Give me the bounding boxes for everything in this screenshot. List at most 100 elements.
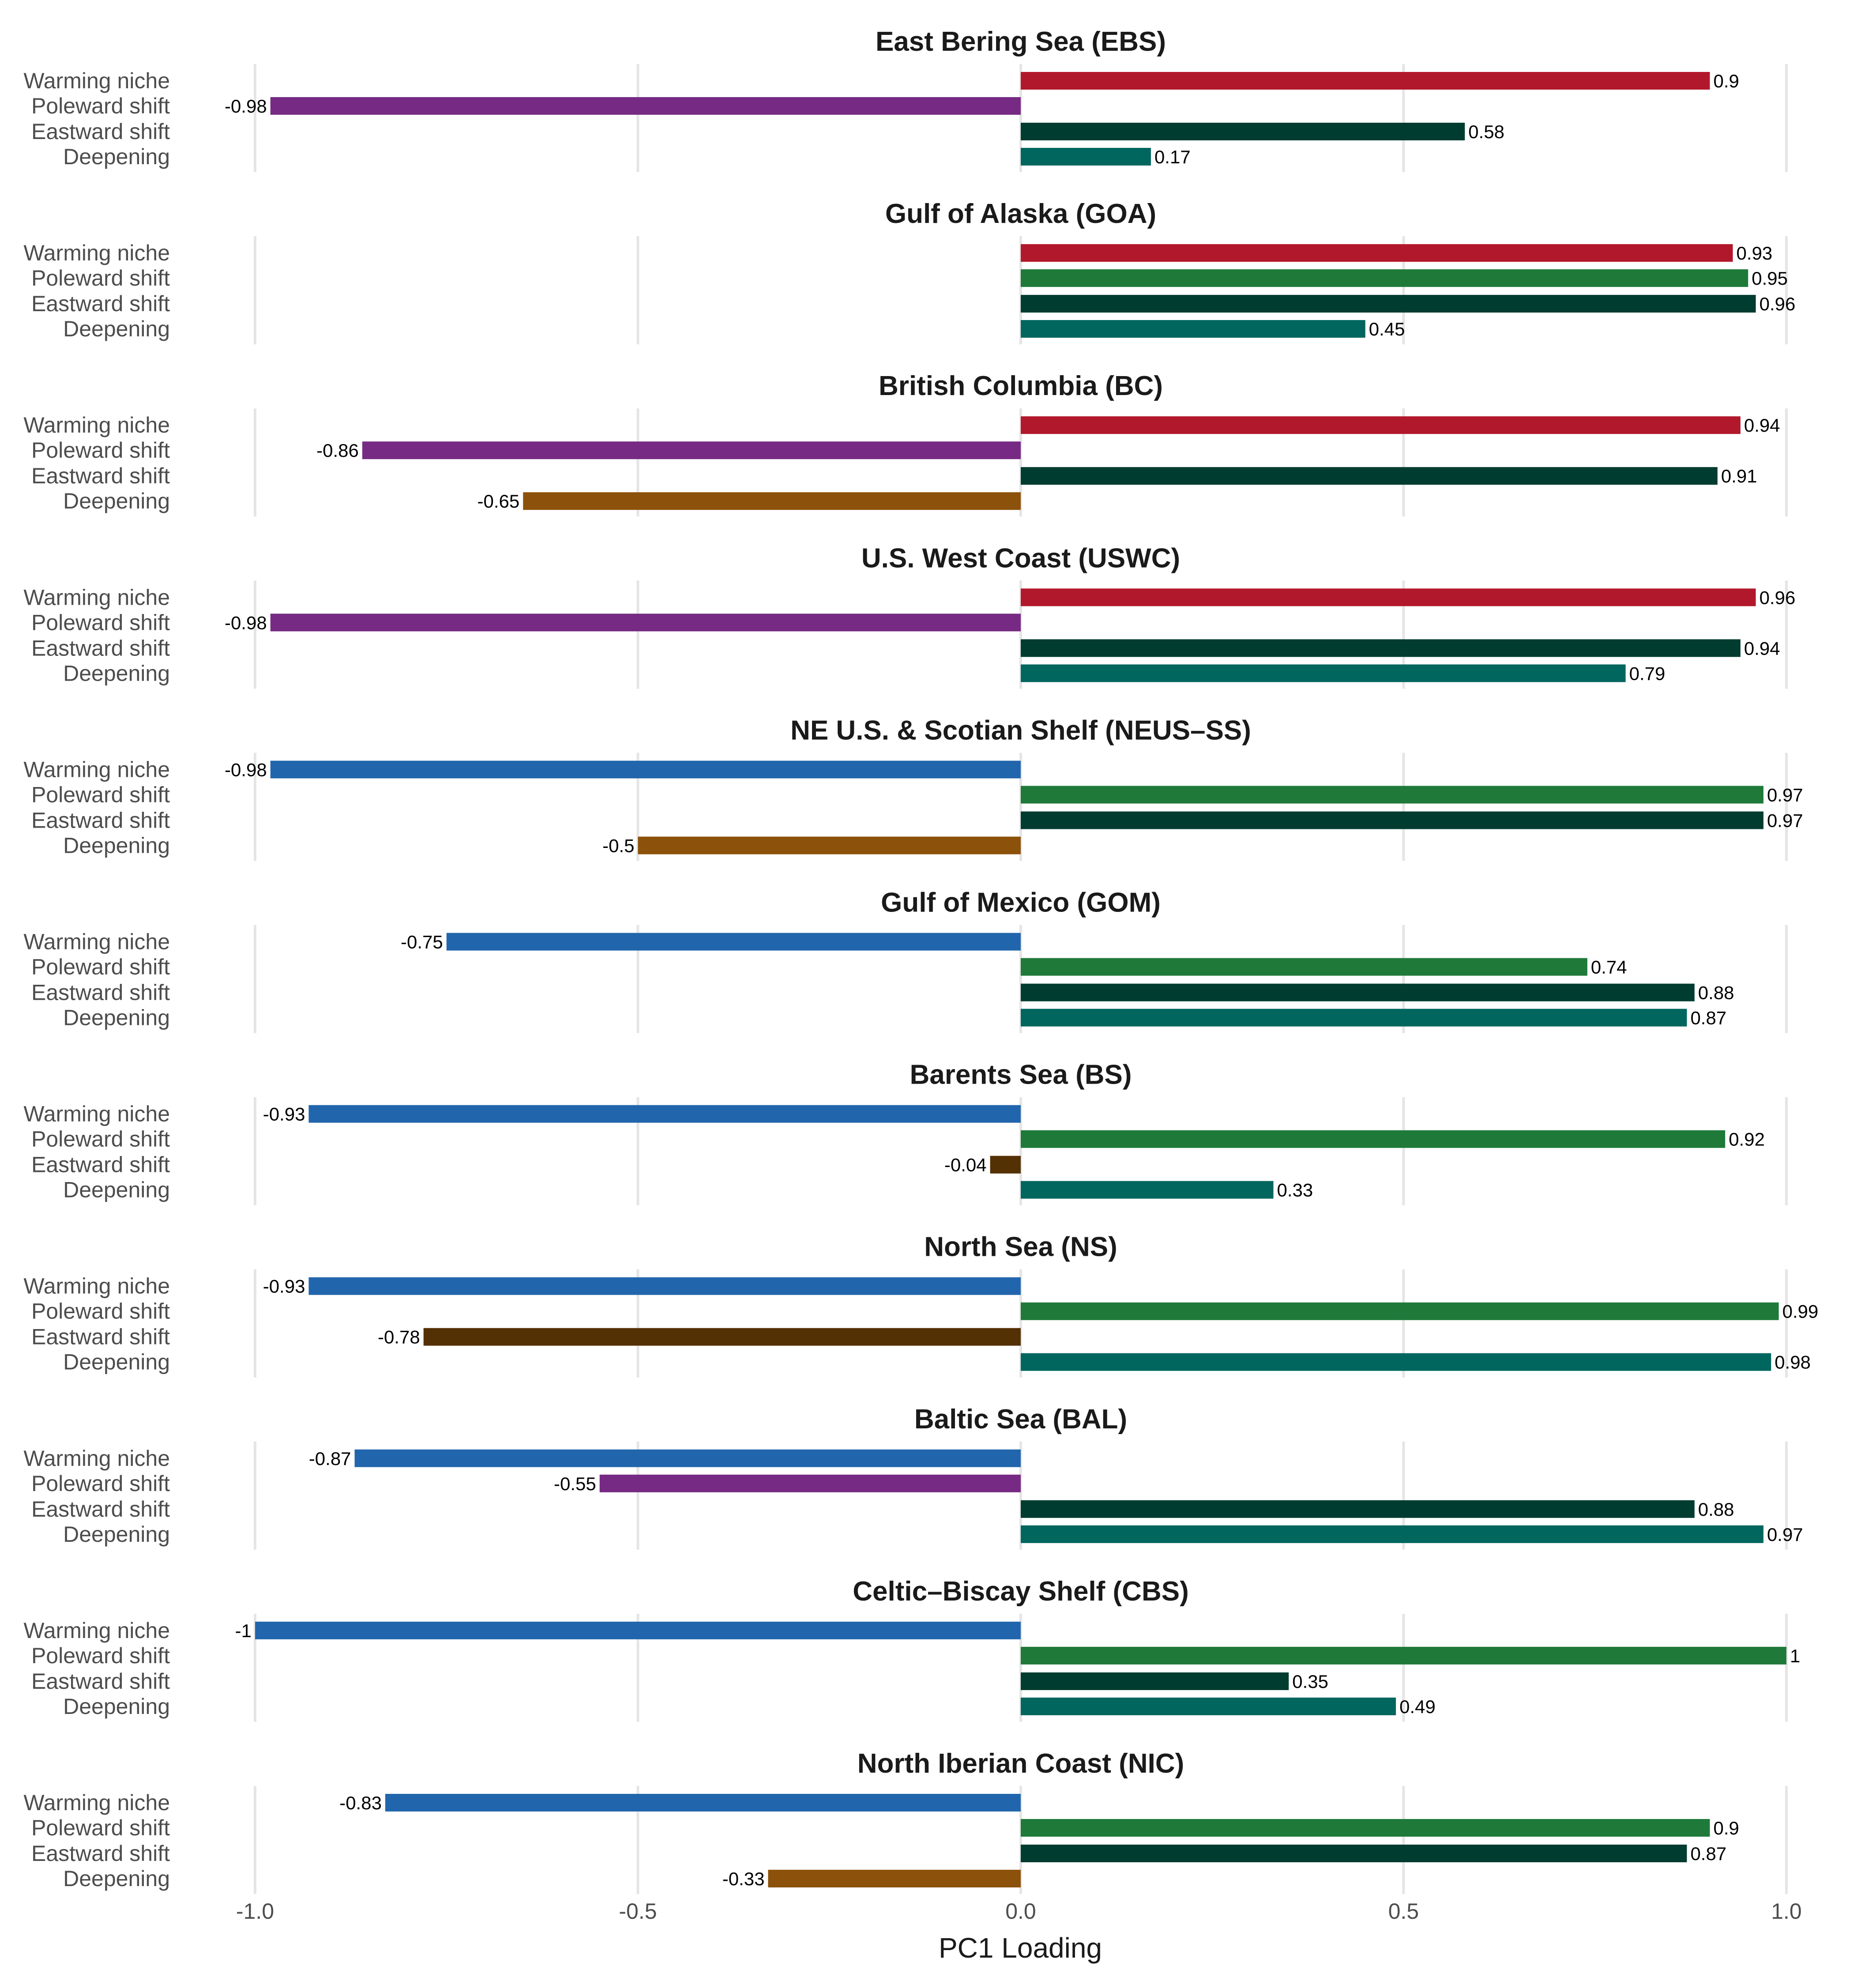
panel-title: Baltic Sea (BAL) — [914, 1404, 1127, 1435]
data-label: 0.35 — [1292, 1671, 1328, 1692]
category-label: Poleward shift — [31, 438, 170, 463]
bar-eastward-shift — [990, 1156, 1021, 1174]
bar-warming-niche — [354, 1449, 1021, 1467]
panel-north-sea-ns: North Sea (NS) Warming niche -0.93 Poleward… — [23, 1232, 1818, 1378]
bar-deepening — [638, 836, 1021, 855]
bar-eastward-shift — [1021, 1500, 1695, 1518]
data-label: 0.9 — [1714, 71, 1739, 91]
panel-title: British Columbia (BC) — [879, 371, 1163, 401]
panel-title: U.S. West Coast (USWC) — [861, 543, 1180, 573]
data-label: 0.94 — [1744, 638, 1780, 659]
data-label: 0.95 — [1752, 268, 1788, 289]
data-label: -1 — [235, 1620, 252, 1641]
data-label: 0.96 — [1759, 587, 1796, 608]
data-label: 0.97 — [1767, 1524, 1803, 1545]
category-label: Poleward shift — [31, 1643, 170, 1668]
data-label: -0.5 — [602, 835, 634, 856]
data-label: -0.55 — [554, 1473, 596, 1494]
bar-warming-niche — [308, 1277, 1021, 1295]
panel-title: NE U.S. & Scotian Shelf (NEUS–SS) — [790, 715, 1251, 746]
category-label: Deepening — [63, 1350, 170, 1375]
x-tick-label: 1.0 — [1771, 1899, 1802, 1924]
data-label: -0.65 — [477, 491, 520, 512]
bar-poleward-shift — [1021, 958, 1587, 976]
category-label: Deepening — [63, 1006, 170, 1030]
x-tick-label: -0.5 — [619, 1899, 657, 1924]
category-label: Poleward shift — [31, 610, 170, 635]
data-label: 0.9 — [1714, 1818, 1739, 1838]
data-label: -0.75 — [401, 932, 443, 953]
bar-poleward-shift — [1021, 269, 1748, 287]
bar-warming-niche — [270, 761, 1021, 779]
panel-british-columbia-bc: British Columbia (BC) Warming niche 0.94 Po… — [23, 371, 1788, 517]
data-label: 0.88 — [1698, 983, 1734, 1003]
category-label: Deepening — [63, 489, 170, 513]
category-label: Eastward shift — [31, 1841, 170, 1866]
bar-deepening — [1021, 148, 1151, 166]
x-axis: -1.0 -0.5 0.0 0.5 1.0 — [236, 1899, 1802, 1924]
category-label: Deepening — [63, 316, 170, 341]
panel-title: Barents Sea (BS) — [910, 1060, 1132, 1090]
data-label: 0.97 — [1767, 810, 1803, 831]
bar-deepening — [1021, 1009, 1687, 1027]
panel-u-s-west-coast-uswc: U.S. West Coast (USWC) Warming niche 0.96 P… — [23, 543, 1795, 689]
bar-poleward-shift — [1021, 1130, 1726, 1148]
category-label: Warming niche — [23, 1274, 170, 1299]
category-label: Deepening — [63, 1866, 170, 1891]
category-label: Deepening — [63, 1178, 170, 1202]
data-label: 0.87 — [1690, 1843, 1726, 1864]
panel-ne-u-s-scotian-shelf-neus-ss: NE U.S. & Scotian Shelf (NEUS–SS) Warming… — [23, 715, 1803, 861]
data-label: -0.93 — [263, 1276, 305, 1297]
category-label: Poleward shift — [31, 782, 170, 807]
category-label: Poleward shift — [31, 1815, 170, 1840]
data-label: -0.83 — [339, 1793, 382, 1813]
panel-title: East Bering Sea (EBS) — [876, 26, 1166, 57]
data-label: -0.04 — [944, 1155, 987, 1175]
bar-eastward-shift — [423, 1328, 1021, 1346]
bar-eastward-shift — [1021, 1672, 1289, 1690]
bar-deepening — [1021, 1525, 1763, 1543]
category-label: Eastward shift — [31, 1325, 170, 1349]
panel-barents-sea-bs: Barents Sea (BS) Warming niche -0.93 Polewa… — [23, 1060, 1788, 1205]
category-label: Warming niche — [23, 413, 170, 437]
data-label: 0.91 — [1721, 466, 1757, 486]
data-label: 0.96 — [1759, 294, 1796, 314]
data-label: 0.94 — [1744, 415, 1780, 436]
bar-poleward-shift — [1021, 1819, 1710, 1837]
bar-warming-niche — [308, 1105, 1021, 1123]
category-label: Warming niche — [23, 1790, 170, 1815]
data-label: 0.33 — [1277, 1180, 1313, 1201]
category-label: Eastward shift — [31, 463, 170, 488]
category-label: Eastward shift — [31, 1669, 170, 1694]
bar-warming-niche — [1021, 588, 1756, 606]
panel-gulf-of-mexico-gom: Gulf of Mexico (GOM) Warming niche -0.75 Po… — [23, 888, 1788, 1033]
panel-baltic-sea-bal: Baltic Sea (BAL) Warming niche -0.87 Polewa… — [23, 1404, 1803, 1550]
panel-title: Gulf of Alaska (GOA) — [885, 199, 1156, 229]
category-label: Warming niche — [23, 1446, 170, 1471]
bar-eastward-shift — [1021, 123, 1465, 140]
bar-eastward-shift — [1021, 983, 1695, 1002]
bar-eastward-shift — [1021, 295, 1756, 313]
category-label: Eastward shift — [31, 1152, 170, 1177]
bar-deepening — [1021, 320, 1365, 338]
category-label: Poleward shift — [31, 1299, 170, 1324]
category-label: Poleward shift — [31, 266, 170, 290]
category-label: Poleward shift — [31, 1127, 170, 1152]
chart-panels: East Bering Sea (EBS) Warming niche 0.9 Pol… — [23, 26, 1818, 1894]
panel-north-iberian-coast-nic: North Iberian Coast (NIC) Warming niche -0… — [23, 1748, 1788, 1894]
category-label: Warming niche — [23, 585, 170, 610]
x-axis-title: PC1 Loading — [939, 1932, 1102, 1964]
data-label: -0.98 — [225, 612, 267, 633]
category-label: Eastward shift — [31, 808, 170, 832]
bar-eastward-shift — [1021, 467, 1718, 485]
data-label: 0.49 — [1399, 1696, 1436, 1717]
bar-eastward-shift — [1021, 811, 1763, 829]
data-label: -0.93 — [263, 1104, 305, 1125]
category-label: Deepening — [63, 1694, 170, 1719]
category-label: Eastward shift — [31, 119, 170, 144]
data-label: 0.45 — [1369, 319, 1405, 339]
category-label: Warming niche — [23, 757, 170, 782]
bar-poleward-shift — [1021, 1646, 1786, 1665]
bar-warming-niche — [385, 1794, 1021, 1812]
